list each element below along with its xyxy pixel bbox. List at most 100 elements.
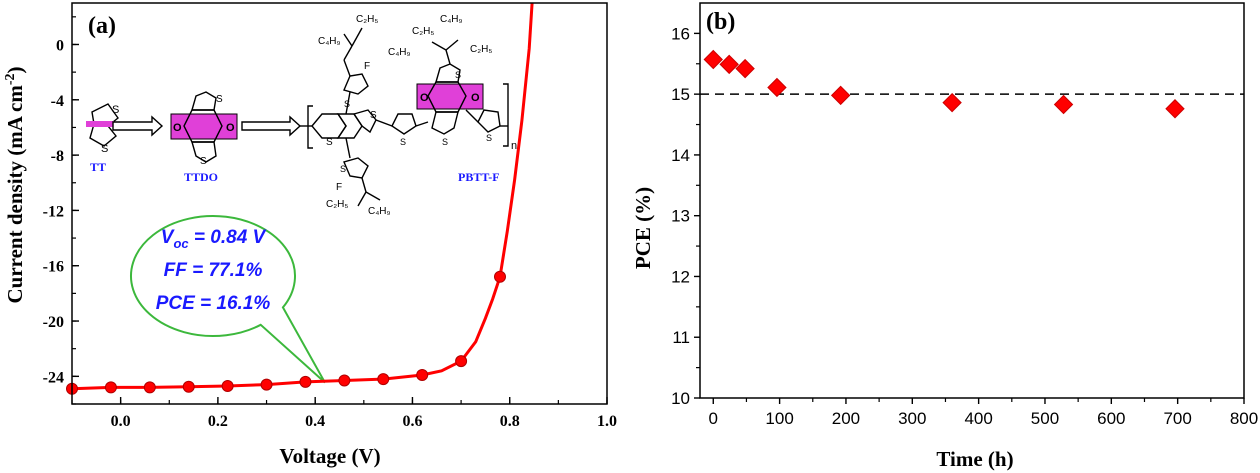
b-y-tick-label: 11 [672,328,690,347]
ttdo-highlight [170,113,238,140]
a-y-tick-label: 0 [56,37,64,54]
a-y-tick-label: -20 [43,314,64,331]
pbtt-f-polymer: n S S S F C₄H₉ C₂H₅ [300,14,517,217]
a-x-tick-label: 0.0 [111,413,131,430]
tt-s2: S [101,143,108,155]
ttdo-label: TTDO [184,170,218,184]
b-x-tick-label: 0 [709,409,718,428]
jv-point [377,373,390,386]
bottom-f: F [336,182,342,193]
ttdo-s1: S [216,94,223,105]
b-x-tick-label: 700 [1163,409,1191,428]
b-x-tick-label: 500 [1031,409,1059,428]
pbtt-c4h9-b: C₄H₉ [440,14,463,25]
annotation-voc: Voc = 0.84 V [161,227,267,251]
pce-point [735,58,755,79]
ttdo-o1: O [173,122,182,134]
bottom-thio-s: S [340,164,346,174]
speech-bubble-shape [130,215,326,384]
a-jv-series [66,2,534,395]
pce-point [703,49,723,70]
ttdo-o2: O [226,122,235,134]
pbtt-s2: S [442,137,448,147]
top-c4h9: C₄H₉ [318,36,341,47]
pce-point [830,85,851,106]
pbtt-label: PBTT-F [458,170,500,184]
jv-point [104,381,117,394]
polymer-n: n [511,140,517,152]
b-x-tick-label: 300 [898,409,926,428]
top-f: F [364,61,370,72]
pce-point [942,92,962,113]
jv-point [299,375,312,388]
tt-label: TT [90,160,106,174]
a-y-tick-label: -24 [43,369,64,386]
top-thio-s: S [344,99,350,109]
b-x-tick-label: 800 [1230,409,1258,428]
panel-b: 0 100 200 300 400 500 600 700 80010111213141516 … [631,2,1258,471]
panel-a: 0.0 0.2 0.4 0.6 0.8 1.0 0 -4 -8 -12 -16 -20 -24 S S … [3,2,617,468]
a-y-tick-label: -4 [51,93,64,110]
end-s: S [486,133,492,143]
ttdo-s2: S [200,156,207,167]
annotation-pce: PCE = 16.1% [156,293,271,314]
jv-point [221,380,234,393]
a-x-tick-label: 0.6 [402,413,422,430]
a-y-tick-label: -12 [43,203,64,220]
b-y-tick-label: 12 [671,267,690,286]
annotation-bubble: Voc = 0.84 V FF = 77.1% PCE = 16.1% [130,215,326,384]
annotation-ff: FF = 77.1% [164,260,263,281]
jv-point [416,368,429,381]
bdt-s1: S [370,110,377,121]
pce-point [767,77,787,98]
a-x-tick-label: 1.0 [597,413,617,430]
b-y-tick-label: 16 [671,24,690,43]
a-x-axis-label: Voltage (V) [279,444,380,468]
pbtt-s1: S [455,70,461,80]
jv-point [338,374,351,387]
a-x-tick-label: 0.4 [305,413,325,430]
reaction-arrow-1 [112,115,164,137]
a-plot-frame [71,2,608,405]
ttdo-molecule: O O S S TTDO [170,91,238,184]
chemical-structures: S S TT O O S S TTDO [86,14,517,217]
b-y-tick-label: 15 [671,85,690,104]
b-x-tick-label: 600 [1097,409,1125,428]
pbtt-o2: O [471,92,480,104]
linker-s: S [400,137,406,147]
pbtt-o1: O [420,92,429,104]
tt-s1: S [112,104,119,116]
b-y-tick-label: 14 [671,146,690,165]
pbtt-c2h5-a: C₂H₅ [412,26,434,37]
bottom-c2h5: C₂H₅ [326,199,348,210]
bottom-c4h9: C₄H₉ [368,206,391,217]
panel-label-a: (a) [88,13,116,39]
a-tick-labels: 0.0 0.2 0.4 0.6 0.8 1.0 0 -4 -8 -12 -16 -20 -24 [43,37,617,430]
pce-point [1053,94,1074,115]
b-x-tick-label: 400 [964,409,992,428]
tt-molecule: S S TT [86,103,119,174]
jv-point [455,355,468,368]
jv-point [182,380,195,393]
top-c2h5: C₂H₅ [356,14,378,25]
jv-curve [71,2,534,391]
jv-point [494,270,506,283]
a-x-tick-label: 0.2 [208,413,228,430]
b-tick-labels: 0 100 200 300 400 500 600 700 800 10 11 12 13 14 15 16 [671,24,1258,428]
pce-point [1165,99,1185,119]
bdt-s2: S [326,137,333,148]
b-y-tick-label: 10 [671,389,690,408]
b-x-tick-label: 100 [765,409,793,428]
reaction-arrow-2 [241,115,302,137]
pbtt-c2h5-b: C₂H₅ [470,44,492,55]
b-plot-frame [699,2,1245,399]
b-pce-series [703,49,1185,119]
a-y-tick-label: -8 [51,148,64,165]
b-x-axis-label: Time (h) [936,447,1013,471]
a-x-tick-label: 0.8 [500,413,520,430]
b-x-tick-label: 200 [832,409,860,428]
b-y-tick-label: 13 [671,207,690,226]
pbtt-c4h9-a: C₄H₉ [388,47,411,58]
a-y-tick-label: -16 [43,259,64,276]
